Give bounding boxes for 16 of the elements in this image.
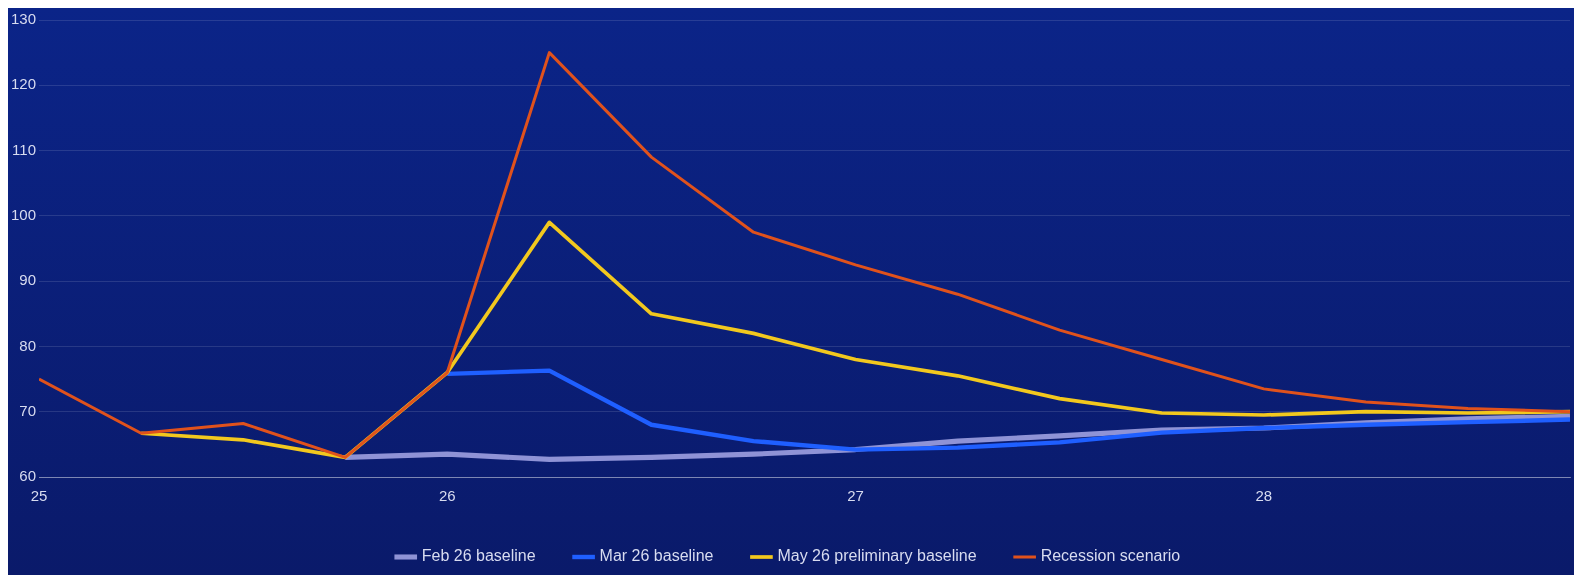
y-tick-label: 110 xyxy=(12,140,37,158)
x-tick-label: 27 xyxy=(847,487,864,505)
y-tick-label: 120 xyxy=(11,75,37,93)
legend-label: May 26 preliminary baseline xyxy=(777,547,977,565)
y-tick-label: 70 xyxy=(19,401,37,419)
x-tick-label: 28 xyxy=(1255,487,1273,505)
y-tick-label: 80 xyxy=(19,336,37,354)
y-tick-label: 100 xyxy=(11,206,37,223)
x-tick-label: 25 xyxy=(30,487,48,505)
legend-label: Mar 26 baseline xyxy=(599,547,714,565)
legend-label: Recession scenario xyxy=(1040,547,1181,565)
y-tick-label: 130 xyxy=(11,10,37,28)
y-tick-label: 60 xyxy=(19,467,37,485)
legend-label: Feb 26 baseline xyxy=(421,547,536,565)
y-tick-label: 90 xyxy=(19,271,37,289)
x-tick-label: 26 xyxy=(438,487,456,505)
